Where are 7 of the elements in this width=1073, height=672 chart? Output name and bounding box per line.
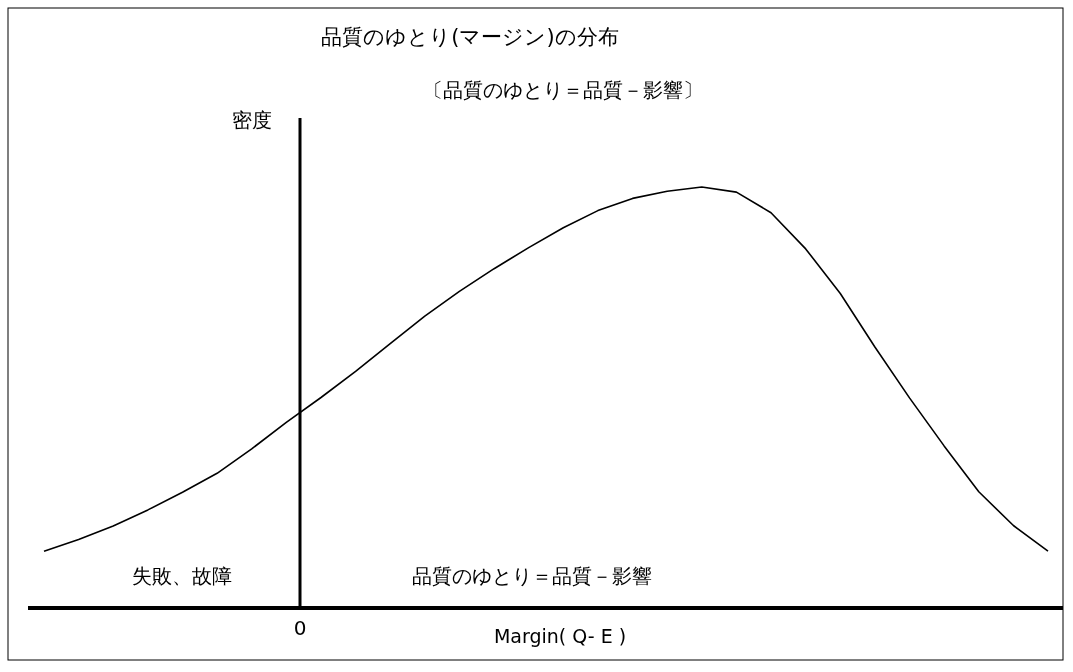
chart-subtitle: 〔品質のゆとり＝品質－影響〕 bbox=[423, 78, 703, 102]
chart-title: 品質のゆとり(マージン)の分布 bbox=[321, 25, 619, 49]
text: 0 bbox=[293, 616, 307, 640]
y-axis-title: 密度 bbox=[232, 108, 272, 132]
x-axis-title: Margin( Q- E ) bbox=[493, 625, 627, 647]
annotation: 失敗、故障 bbox=[132, 564, 232, 588]
annotation: 品質のゆとり＝品質－影響 bbox=[412, 564, 652, 588]
